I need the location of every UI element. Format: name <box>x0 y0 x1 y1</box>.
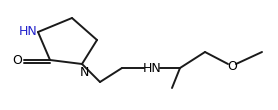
Text: HN: HN <box>143 61 161 74</box>
Text: O: O <box>12 53 22 67</box>
Text: N: N <box>79 65 89 79</box>
Text: HN: HN <box>19 25 37 38</box>
Text: O: O <box>227 60 237 72</box>
